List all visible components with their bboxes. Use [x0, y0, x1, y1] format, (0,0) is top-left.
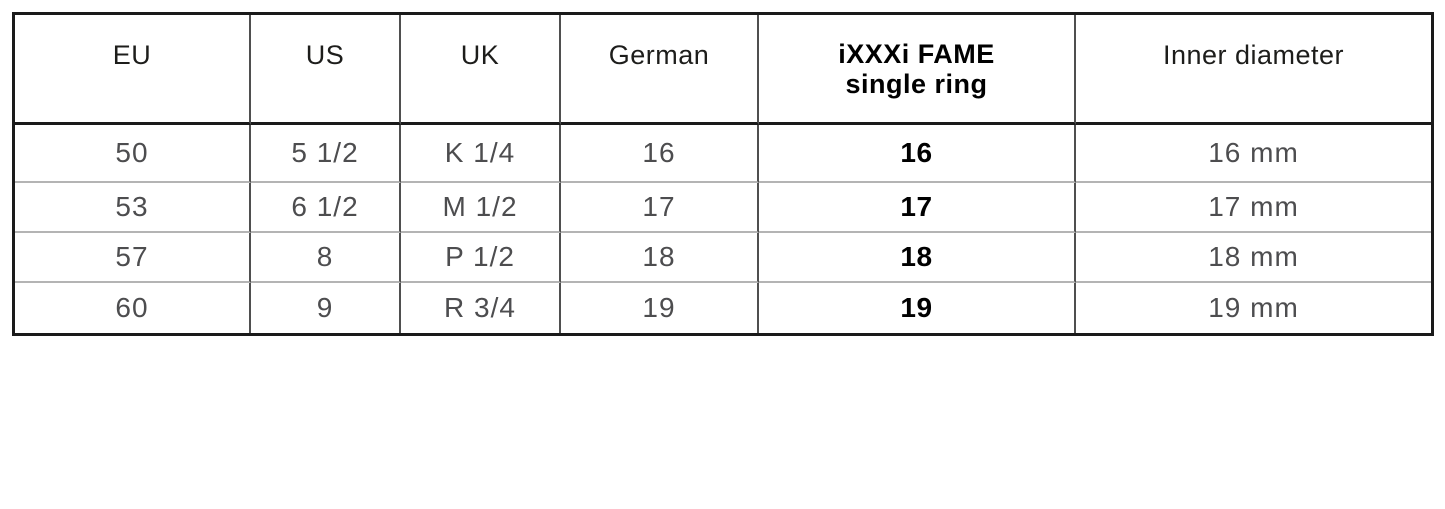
cell-r1-uk: K 1/4	[401, 125, 561, 183]
header-uk-label: UK	[460, 40, 500, 70]
cell-r3-eu: 57	[15, 233, 251, 283]
header-eu: EU	[15, 15, 251, 125]
header-ixxxi-line1: iXXXi FAME	[838, 38, 995, 69]
header-us: US	[251, 15, 401, 125]
cell-r3-us: 8	[251, 233, 401, 283]
cell-r3-uk: P 1/2	[401, 233, 561, 283]
cell-r3-german: 18	[561, 233, 759, 283]
cell-r2-inner: 17 mm	[1076, 183, 1431, 233]
header-inner-diameter-label: Inner diameter	[1162, 40, 1345, 70]
cell-r1-german: 16	[561, 125, 759, 183]
cell-r4-eu: 60	[15, 283, 251, 333]
cell-r4-ixxxi: 19	[759, 283, 1076, 333]
cell-r2-eu: 53	[15, 183, 251, 233]
cell-r2-ixxxi: 17	[759, 183, 1076, 233]
header-german-label: German	[608, 40, 710, 70]
header-ixxxi-fame: iXXXi FAME single ring	[759, 15, 1076, 125]
header-uk: UK	[401, 15, 561, 125]
header-inner-diameter: Inner diameter	[1076, 15, 1431, 125]
ring-size-table: EU US UK German iXXXi FAME single ring I…	[12, 12, 1434, 336]
cell-r1-us: 5 1/2	[251, 125, 401, 183]
cell-r2-us: 6 1/2	[251, 183, 401, 233]
cell-r4-german: 19	[561, 283, 759, 333]
cell-r3-inner: 18 mm	[1076, 233, 1431, 283]
header-ixxxi-line2: single ring	[845, 68, 988, 99]
cell-r1-inner: 16 mm	[1076, 125, 1431, 183]
cell-r1-eu: 50	[15, 125, 251, 183]
cell-r4-inner: 19 mm	[1208, 292, 1299, 323]
cell-r1-ixxxi: 16	[759, 125, 1076, 183]
header-us-label: US	[305, 40, 345, 70]
cell-r2-german: 17	[561, 183, 759, 233]
cell-r4-us: 9	[251, 283, 401, 333]
cell-r4-uk: R 3/4	[401, 283, 561, 333]
cell-r3-ixxxi: 18	[759, 233, 1076, 283]
header-eu-label: EU	[112, 40, 152, 70]
header-german: German	[561, 15, 759, 125]
cell-r2-uk: M 1/2	[401, 183, 561, 233]
